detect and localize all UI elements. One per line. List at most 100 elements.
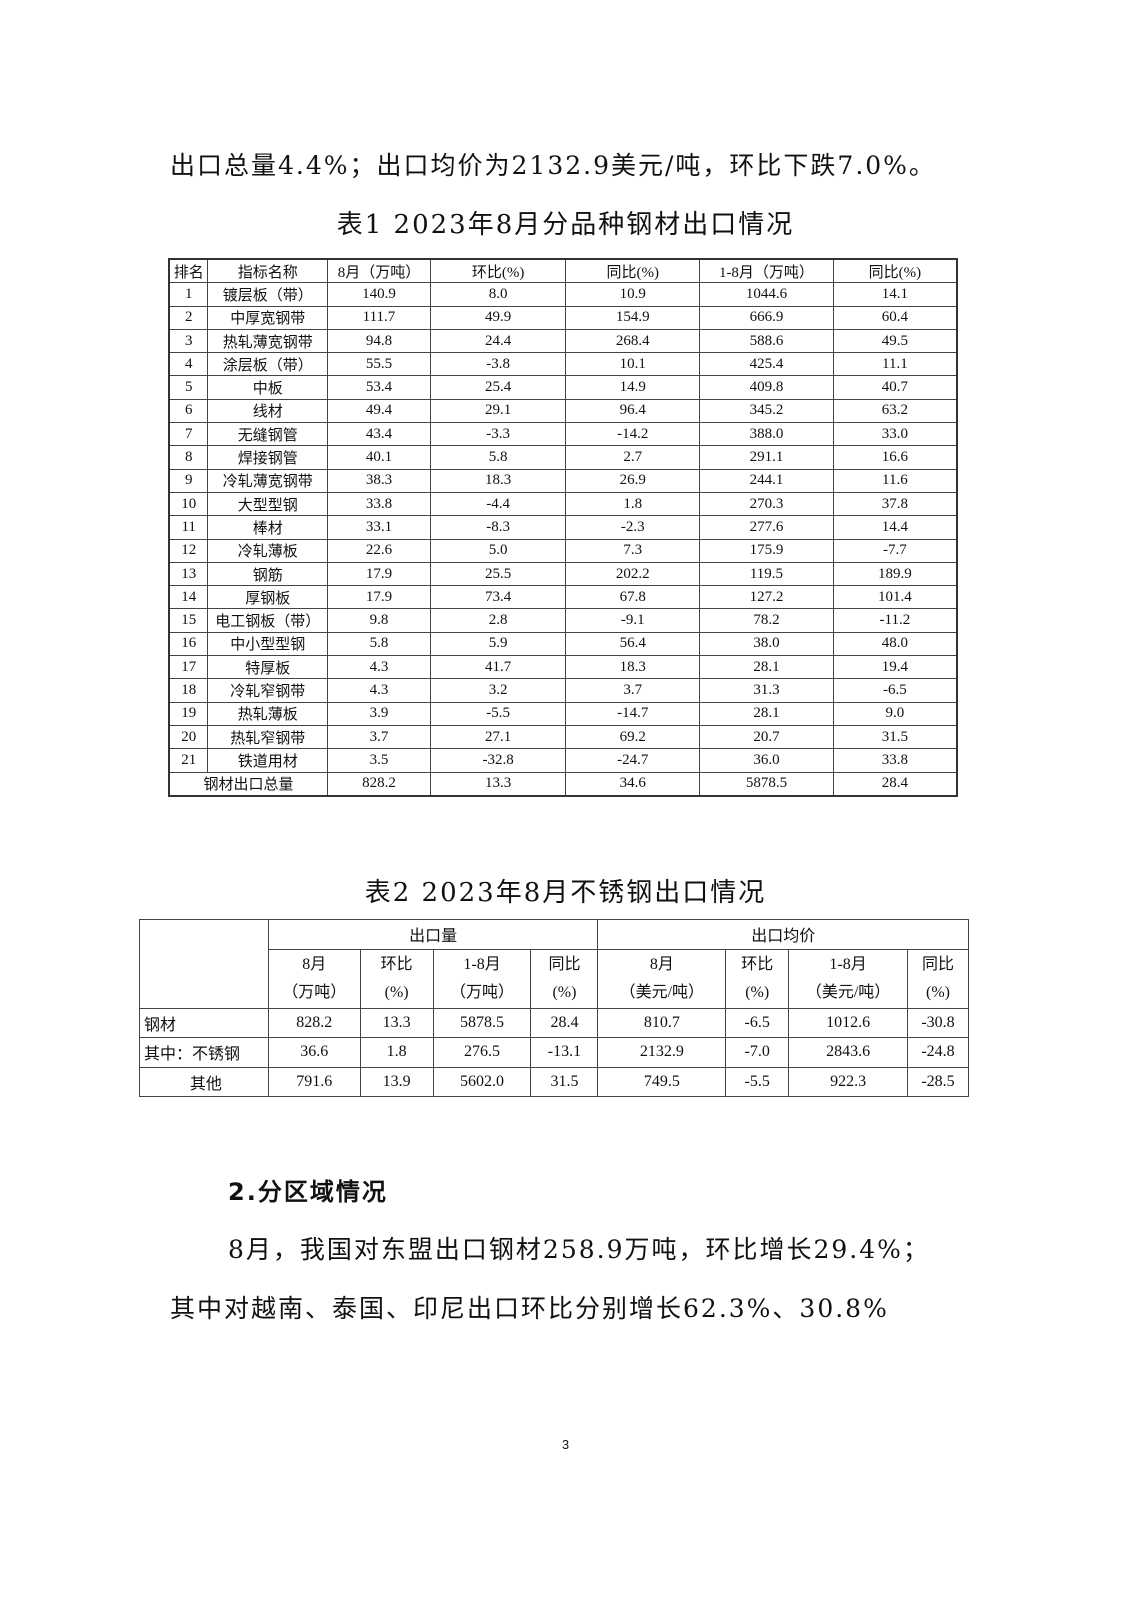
table-cell: 24.4 [429, 328, 567, 354]
table-cell: 28.1 [699, 701, 834, 726]
table-cell: 19.4 [832, 655, 958, 680]
table-header-cell: 同比 (%) [530, 948, 599, 1009]
table-cell: 276.5 [432, 1037, 532, 1068]
table-cell: -3.3 [429, 422, 567, 447]
table-cell: 425.4 [699, 352, 834, 377]
table-header-cell: 同比 (%) [907, 948, 969, 1009]
table-cell: 49.9 [429, 305, 567, 330]
table-cell: -30.8 [907, 1007, 969, 1038]
table-cell: 9.8 [327, 608, 431, 633]
table-cell: 49.4 [327, 398, 431, 424]
table-cell: 69.2 [565, 724, 701, 750]
table-cell: 1.8 [359, 1037, 434, 1068]
table-cell: 10.9 [565, 282, 701, 307]
header-line: 同比 [921, 955, 954, 973]
header-line: (%) [926, 983, 950, 1001]
table-cell: -9.1 [565, 608, 701, 633]
table-cell: 17.9 [327, 561, 431, 587]
table-cell: 3.7 [327, 724, 431, 750]
table-cell: 冷轧窄钢带 [207, 678, 329, 703]
table-cell: 43.4 [327, 422, 431, 447]
table-header-cell: 环比 (%) [725, 948, 790, 1009]
table-cell: 热轧薄宽钢带 [207, 328, 329, 354]
table-cell: -3.8 [429, 352, 567, 377]
table-cell: 棒材 [207, 515, 329, 540]
table-cell: 中板 [207, 375, 329, 400]
table-cell: 同比(%) [565, 258, 701, 284]
table-cell: 4.3 [327, 655, 431, 680]
table-row: 9 冷轧薄宽钢带 38.3 18.3 26.9 244.1 11.6 [168, 468, 958, 493]
table-cell: 其他 [139, 1066, 269, 1097]
table-cell: 19 [168, 701, 209, 726]
table-header-cell: 环比 (%) [359, 948, 434, 1009]
table-cell: 指标名称 [207, 258, 329, 284]
table-cell: 5 [168, 375, 209, 400]
table-cell: -6.5 [725, 1007, 790, 1038]
header-line: 环比 [741, 955, 774, 973]
table-cell: 20 [168, 724, 209, 750]
table-row: 钢材出口总量 828.2 13.3 34.6 5878.5 28.4 [168, 771, 958, 797]
table-cell: -24.7 [565, 748, 701, 773]
section-heading: 2.分区域情况 [228, 1178, 388, 1206]
paragraph-line: 其中对越南、泰国、印尼出口环比分别增长62.3%、30.8% [170, 1294, 889, 1323]
table-header-cell: 8月 （万吨） [267, 948, 361, 1009]
table-cell: 31.5 [530, 1066, 599, 1097]
table-cell: 28.4 [832, 771, 958, 797]
table-cell: 冷轧薄宽钢带 [207, 468, 329, 493]
table-cell: 17 [168, 655, 209, 680]
table-row: 8 焊接钢管 40.1 5.8 2.7 291.1 16.6 [168, 445, 958, 470]
table-cell: 28.1 [699, 655, 834, 680]
table-cell: 202.2 [565, 561, 701, 587]
table-cell: 189.9 [832, 561, 958, 587]
table-cell: 特厚板 [207, 655, 329, 680]
table-row: 其中：不锈钢 36.6 1.8 276.5 -13.1 2132.9 -7.0 2843.6-… [139, 1037, 969, 1068]
table-cell: 791.6 [267, 1066, 361, 1097]
table-cell: 33.8 [327, 491, 431, 517]
table-cell: -2.3 [565, 515, 701, 540]
table-cell: 34.6 [565, 771, 701, 797]
table-cell: 140.9 [327, 282, 431, 307]
table-row: 钢材 828.2 13.3 5878.5 28.4 810.7 -6.5 1012.6 -30.… [139, 1007, 969, 1038]
table-cell: 14.4 [832, 515, 958, 540]
header-line: 8月 [649, 955, 674, 973]
table-cell: 11.6 [832, 468, 958, 493]
table-row: 13 钢筋 17.9 25.5 202.2 119.5 189.9 [168, 561, 958, 587]
header-line: (%) [384, 983, 409, 1001]
table-cell: 29.1 [429, 398, 567, 424]
table-row: 16 中小型型钢 5.8 5.9 56.4 38.0 48.0 [168, 631, 958, 657]
table-cell: -14.2 [565, 422, 701, 447]
table-row: 11 棒材 33.1 -8.3 -2.3 277.6 14.4 [168, 515, 958, 540]
table-row: 3 热轧薄宽钢带 94.8 24.4 268.4 588.6 49.5 [168, 328, 958, 354]
header-line: 8月 [302, 955, 327, 973]
table-header-cell: 8月 （美元/吨） [597, 948, 727, 1009]
table-cell: 涂层板（带） [207, 352, 329, 377]
table-row: 7 无缝钢管 43.4 -3.3 -14.2 388.0 33.0 [168, 422, 958, 447]
table-cell: 18.3 [429, 468, 567, 493]
table-cell: 5878.5 [432, 1007, 532, 1038]
table-cell: 大型型钢 [207, 491, 329, 517]
table-cell: 6 [168, 398, 209, 424]
paragraph-line: 8月，我国对东盟出口钢材258.9万吨，环比增长29.4%； [228, 1235, 930, 1264]
table-cell: 11 [168, 515, 209, 540]
table-cell: 28.4 [530, 1007, 599, 1038]
table-cell: 25.4 [429, 375, 567, 400]
table-cell: 1.8 [565, 491, 701, 517]
table-cell: 4.3 [327, 678, 431, 703]
table-cell: 同比(%) [832, 258, 958, 284]
table-cell: 13 [168, 561, 209, 587]
table-cell: 环比(%) [429, 258, 567, 284]
table-row: 4 涂层板（带） 55.5 -3.8 10.1 425.4 11.1 [168, 352, 958, 377]
table-cell: 345.2 [699, 398, 834, 424]
table-cell: 21 [168, 748, 209, 773]
table-cell: 12 [168, 538, 209, 563]
header-line: (%) [552, 983, 577, 1001]
table-cell: 3 [168, 328, 209, 354]
table-cell: -7.7 [832, 538, 958, 563]
table-cell: 无缝钢管 [207, 422, 329, 447]
table-row: 10 大型型钢 33.8 -4.4 1.8 270.3 37.8 [168, 491, 958, 517]
table-header-cell: 1-8月 （万吨） [432, 948, 532, 1009]
table-cell: 1 [168, 282, 209, 307]
table-cell: 3.2 [429, 678, 567, 703]
table-row: 21 铁道用材 3.5 -32.8 -24.7 36.0 33.8 [168, 748, 958, 773]
